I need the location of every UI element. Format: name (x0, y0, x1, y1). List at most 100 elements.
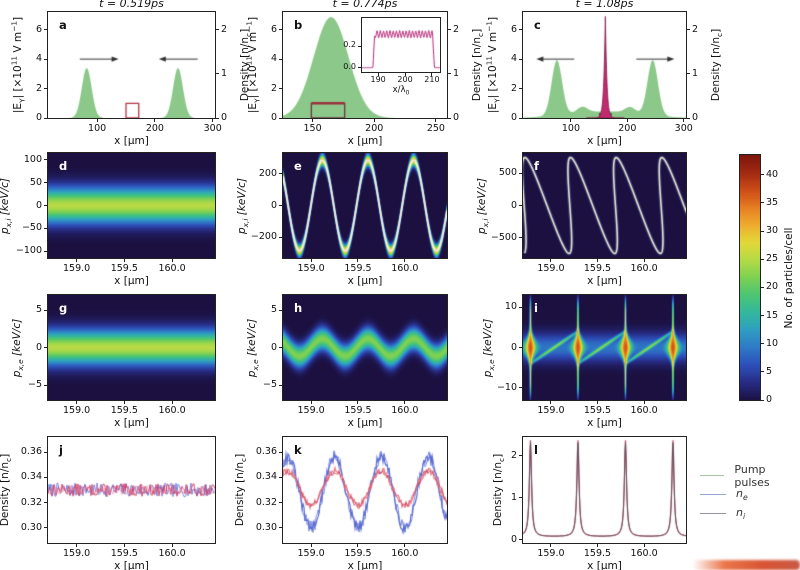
plot-frame-g (47, 294, 216, 401)
right-tick-label: 2 (221, 23, 228, 35)
y-tick-label: 4 (35, 53, 42, 65)
y-tick-label: 5 (35, 304, 42, 315)
y-tick-label: 100 (23, 153, 42, 165)
x-tick-mark (377, 72, 379, 76)
colorbar-tick-mark (760, 230, 764, 232)
legend-item-ne: ne (700, 487, 800, 502)
y-tick-mark (358, 67, 362, 69)
x-tick-mark (357, 543, 359, 547)
y-tick-label: 2 (510, 82, 517, 94)
x-tick-label: 160.0 (391, 263, 419, 274)
x-tick-label: 160.0 (391, 405, 419, 416)
y-tick-mark (279, 384, 283, 386)
y-axis-label-h: px,e [keV/c] (245, 318, 261, 377)
panel-letter-a: a (59, 18, 67, 32)
x-tick-label: 200 (145, 123, 164, 134)
y-tick-label: 0.0 (343, 61, 356, 71)
right-tick-mark (447, 117, 451, 119)
plot-canvas-h (283, 295, 447, 400)
y-tick-mark (279, 527, 283, 529)
y-axis-label-d: px,i [keV/c] (0, 177, 14, 234)
x-tick-label: 150 (303, 123, 322, 134)
x-axis-label-b-inset: x/λ0 (392, 85, 410, 97)
y-tick-mark (519, 237, 523, 239)
legend-label-ni: ni (736, 505, 746, 522)
plot-frame-c (522, 11, 687, 119)
y-tick-mark (519, 306, 523, 308)
x-tick-label: 159.5 (110, 263, 138, 274)
right-tick-mark (215, 117, 219, 119)
x-tick-label: 100 (561, 123, 580, 134)
plot-frame-d (47, 152, 216, 259)
y-tick-mark (44, 205, 48, 206)
x-tick-mark (154, 118, 156, 122)
x-tick-mark (643, 543, 645, 547)
x-axis-label-f: x [μm] (587, 275, 622, 287)
y-tick-label: −5 (27, 379, 42, 390)
x-tick-label: 159.0 (297, 405, 325, 416)
y-tick-mark (279, 58, 283, 60)
x-tick-label: 190 (370, 75, 386, 84)
y-tick-label: 2 (270, 82, 277, 94)
bottom-highlight-bar (692, 560, 800, 570)
x-tick-label: 160.0 (630, 263, 658, 274)
right-tick-mark (686, 29, 690, 31)
panel-letter-j: j (59, 443, 63, 457)
plot-frame-k (282, 436, 448, 544)
x-tick-mark (310, 258, 312, 262)
x-tick-mark (76, 543, 78, 547)
x-axis-label-h: x [μm] (347, 417, 383, 429)
colorbar-tick-mark (760, 371, 764, 373)
x-tick-mark (312, 118, 314, 122)
plot-frame-i (522, 294, 687, 401)
y-tick-mark (279, 173, 283, 175)
y-tick-label: 50 (29, 176, 42, 188)
colorbar-tick-mark (760, 174, 764, 176)
x-tick-mark (683, 118, 685, 122)
x-tick-mark (550, 543, 552, 547)
y-tick-mark (358, 45, 362, 47)
x-tick-label: 159.0 (297, 263, 325, 274)
y-tick-mark (44, 476, 48, 478)
y-tick-label: 4 (270, 53, 277, 65)
y-tick-mark (44, 502, 48, 504)
y-axis-label-k: Density [n/nc] (233, 453, 249, 527)
y-axis-label-b: |EY| [×1011 V m−1] (244, 16, 262, 114)
right-tick-mark (447, 73, 451, 75)
y-tick-mark (279, 205, 283, 206)
y-tick-label: 0.32 (20, 496, 42, 508)
y-tick-mark (519, 172, 523, 174)
panel-letter-e: e (294, 159, 302, 173)
panel-letter-l: l (534, 443, 538, 457)
y-tick-mark (519, 539, 523, 541)
x-tick-mark (550, 400, 552, 404)
x-tick-mark (123, 400, 125, 404)
y-tick-mark (279, 451, 283, 453)
x-tick-mark (357, 258, 359, 262)
panel-title-b: t = 0.774ps (332, 0, 398, 10)
y-tick-mark (44, 384, 48, 386)
colorbar-frame (739, 154, 761, 401)
colorbar-tick-mark (760, 286, 764, 288)
x-tick-mark (550, 258, 552, 262)
plot-canvas-l (523, 437, 686, 543)
x-tick-label: 160.0 (158, 405, 186, 416)
legend-item-pump-pulses: Pump pulses (700, 463, 800, 489)
x-tick-mark (171, 543, 173, 547)
plot-canvas-d (48, 153, 215, 258)
plot-canvas-g (48, 295, 215, 400)
y-tick-mark (44, 227, 48, 229)
y-axis-label-e: px,i [keV/c] (235, 177, 251, 234)
x-tick-mark (643, 400, 645, 404)
y-tick-label: −500 (490, 231, 517, 243)
x-tick-label: 159.0 (63, 405, 91, 416)
x-tick-mark (597, 400, 598, 404)
colorbar-tick-mark (760, 202, 764, 204)
